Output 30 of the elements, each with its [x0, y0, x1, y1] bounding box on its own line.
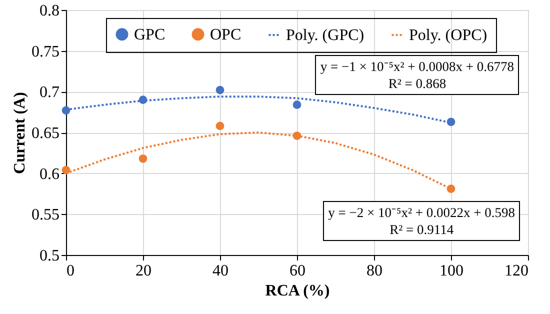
y-tick-label: 0.5 — [40, 248, 60, 264]
x-tick-label: 40 — [212, 262, 228, 280]
y-tick-label: 0.6 — [40, 166, 60, 183]
legend-label: OPC — [210, 26, 242, 44]
y-tick-label: 0.8 — [40, 2, 60, 20]
y-tick-label: 0.7 — [40, 84, 60, 102]
point — [446, 118, 456, 126]
x-tick-label: 20 — [136, 262, 152, 280]
y-axis-title: Current (A) — [12, 92, 28, 174]
point — [138, 154, 148, 163]
annotation: y = −2 × 10⁻⁵x² + 0.0022x + 0.598 — [328, 204, 515, 221]
y-tick-label: 0.75 — [32, 43, 60, 60]
point — [216, 122, 224, 130]
x-tick-label: 60 — [290, 262, 306, 280]
x-tick-label: 0 — [66, 262, 74, 280]
x-tick-label: 80 — [366, 262, 382, 280]
x-tick-label: 120 — [504, 262, 528, 280]
y-tick-label: 0.55 — [32, 206, 60, 224]
annotation: R² = 0.9114 — [388, 221, 455, 238]
annotation: y = −1 × 10⁻⁵x² + 0.0008x + 0.6778 — [320, 58, 514, 75]
annotation: R² = 0.868 — [387, 75, 448, 92]
point — [446, 184, 456, 194]
legend-label: Poly. (GPC) — [286, 27, 364, 44]
y-tick-label: 0.65 — [32, 125, 60, 142]
x-axis-title: RCA (%) — [265, 282, 330, 300]
x-tick-label: 100 — [440, 262, 464, 280]
legend-label: GPC — [134, 26, 166, 44]
legend-label: Poly. (OPC) — [409, 27, 488, 44]
point — [216, 86, 224, 94]
point — [292, 100, 302, 109]
